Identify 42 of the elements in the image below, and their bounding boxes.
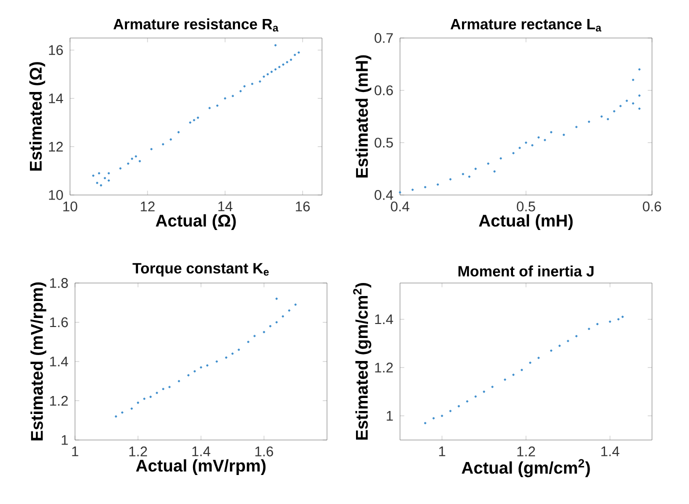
x-tick-label: 0.6 — [642, 202, 662, 212]
y-tick-label: 14 — [49, 94, 64, 104]
y-tick-label: 10 — [49, 190, 63, 200]
y-tick-label: 1 — [62, 435, 68, 445]
y-axis-title: Estimated (mV/rpm) — [30, 282, 46, 440]
y-tick-label: 1 — [386, 411, 393, 421]
x-tick-label: 14 — [218, 202, 232, 212]
x-axis-title: Actual (mH) — [478, 214, 573, 230]
y-tick-label: 1.4 — [375, 314, 394, 324]
y-tick-label: 0.7 — [374, 33, 393, 43]
chart-title: Torque constant K$_{e}$ — [132, 263, 269, 276]
x-axis-title: Actual (gm/cm$^{2}$) — [462, 459, 590, 478]
x-tick-label: 12 — [140, 202, 155, 212]
y-axis-title: Estimated (mH) — [355, 55, 372, 178]
y-tick-label: 1.4 — [50, 356, 68, 366]
chart-title: Armature resistance R$_{a}$ — [113, 18, 278, 32]
y-tick-label: 1.2 — [50, 396, 68, 406]
x-tick-label: 1.4 — [192, 446, 210, 456]
x-tick-label: 1 — [439, 446, 446, 456]
y-tick-label: 0.4 — [374, 190, 394, 200]
y-tick-label: 12 — [49, 142, 63, 152]
x-tick-label: 1.4 — [601, 446, 620, 456]
chart-title: Moment of inertia J — [458, 266, 594, 277]
y-tick-label: 16 — [49, 45, 63, 56]
x-tick-label: 0.4 — [390, 202, 410, 212]
y-tick-label: 0.6 — [374, 85, 393, 96]
x-tick-label: 1.2 — [517, 446, 536, 456]
x-tick-label: 16 — [296, 202, 310, 212]
x-tick-label: 1.2 — [129, 446, 147, 456]
y-axis-title: Estimated (gm/cm$^{2}$) — [353, 283, 372, 440]
y-tick-label: 1.2 — [375, 362, 393, 372]
x-axis-title: Actual (Ω) — [156, 214, 236, 230]
y-tick-label: 1.6 — [50, 317, 68, 328]
y-tick-label: 0.5 — [374, 138, 393, 148]
chart-title: Armature rectance L$_{a}$ — [450, 18, 602, 32]
x-tick-label: 1 — [72, 446, 78, 456]
x-tick-label: 0.5 — [516, 202, 536, 212]
y-axis-title: Estimated (Ω) — [29, 62, 46, 171]
x-tick-label: 1.6 — [255, 446, 274, 456]
x-tick-label: 10 — [63, 202, 78, 212]
x-axis-title: Actual (mV/rpm) — [136, 459, 266, 476]
y-tick-label: 1.8 — [50, 278, 68, 288]
